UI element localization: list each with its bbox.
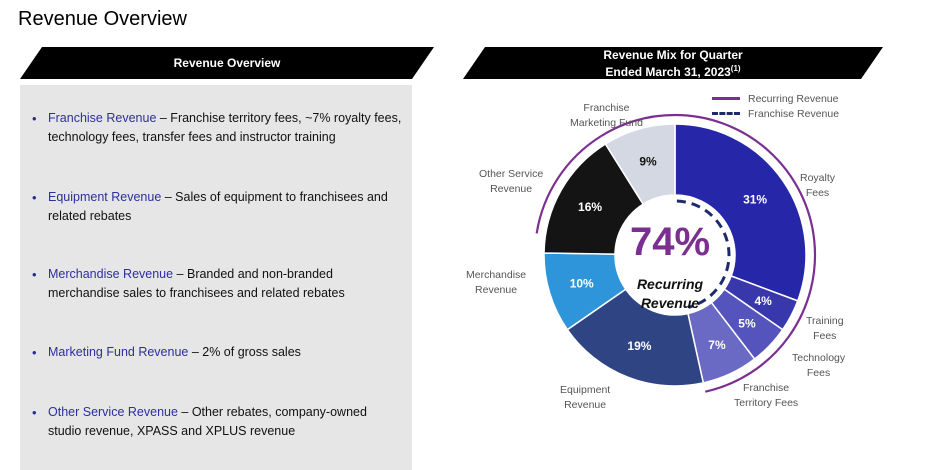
bullet-term: Equipment Revenue (48, 190, 162, 204)
bullet-icon: • (32, 267, 37, 282)
slice-value-label: 31% (743, 192, 767, 206)
slice-label-other-service-revenue: Other Service Revenue (479, 167, 543, 197)
label-line: Marketing Fund (570, 117, 643, 129)
revenue-overview-panel: • Franchise Revenue – Franchise territor… (20, 85, 412, 470)
slice-equipment-revenue (566, 288, 705, 387)
label-line: Fees (806, 367, 831, 379)
label-line: Franchise (583, 102, 630, 114)
label-line: Other Service (479, 168, 544, 180)
slice-value-label: 16% (578, 200, 602, 214)
slice-label-franchise-territory-fees: Franchise Territory Fees (734, 381, 798, 411)
label-line: Revenue (490, 183, 533, 195)
slice-label-merchandise-revenue: Merchandise Revenue (466, 268, 526, 298)
overview-header: Revenue Overview (20, 47, 434, 79)
recurring-revenue-value: 74% (629, 220, 711, 264)
label-line: Equipment (560, 384, 611, 396)
bullet-icon: • (32, 345, 37, 360)
bullet-icon: • (32, 111, 37, 126)
donut-chart: 31% 4% 5% 7% 19% 10% 16% 9% (535, 113, 817, 393)
legend-label: Recurring Revenue (748, 92, 839, 105)
chart-header: Revenue Mix for Quarter Ended March 31, … (463, 47, 883, 79)
label-line: Technology (792, 352, 846, 364)
label-line: Franchise (743, 382, 790, 394)
chart-legend: Recurring Revenue Franchise Revenue (712, 91, 839, 121)
bullet-term: Other Service Revenue (48, 405, 178, 419)
label-line: Fees (813, 330, 837, 342)
legend-dashed-line-icon (712, 112, 740, 115)
bullet-description: – Sales of equipment to franchisees and … (48, 190, 388, 223)
label-line: Training (806, 315, 844, 327)
slice-value-label: 19% (627, 339, 651, 353)
slice-value-label: 9% (639, 154, 657, 168)
bullet-item: • Merchandise Revenue – Branded and non-… (32, 265, 402, 303)
recurring-arc-part1 (600, 113, 676, 138)
label-line: Fees (805, 187, 830, 199)
bullet-icon: • (32, 405, 37, 420)
legend-item-recurring: Recurring Revenue (712, 91, 839, 106)
slice-royalty-fees (674, 123, 807, 302)
recurring-revenue-label: Recurring Revenue (636, 276, 704, 311)
bullet-term: Franchise Revenue (48, 111, 157, 125)
bullet-term: Marketing Fund Revenue (48, 345, 189, 359)
bullet-item: • Franchise Revenue – Franchise territor… (32, 109, 402, 147)
overview-header-text: Revenue Overview (173, 56, 281, 70)
chart-title-line1: Revenue Mix for Quarter (603, 47, 743, 62)
franchise-dashed-arc (676, 199, 731, 309)
bullet-item: • Equipment Revenue – Sales of equipment… (32, 188, 402, 226)
slice-label-royalty-fees: Royalty Fees (800, 171, 835, 201)
chart-title-line2: Ended March 31, 2023 (605, 64, 731, 79)
slice-label-training-fees: Training Fees (806, 314, 844, 344)
bullet-icon: • (32, 190, 37, 205)
legend-solid-line-icon (712, 97, 740, 100)
slice-value-label: 7% (708, 338, 726, 352)
label-line: Territory Fees (734, 397, 799, 409)
bullet-term: Merchandise Revenue (48, 267, 174, 281)
bullet-description: – 2% of gross sales (188, 345, 301, 359)
slice-label-technology-fees: Technology Fees (792, 351, 845, 381)
slice-value-label: 4% (754, 294, 772, 308)
bullet-item: • Marketing Fund Revenue – 2% of gross s… (32, 343, 402, 362)
bullet-item: • Other Service Revenue – Other rebates,… (32, 403, 402, 441)
slice-value-label: 10% (570, 276, 594, 290)
label-line: Revenue (475, 284, 518, 296)
page-title: Revenue Overview (18, 8, 187, 30)
label-line: Revenue (564, 399, 607, 411)
revenue-mix-chart: 31% 4% 5% 7% 19% 10% 16% 9% Recurring Revenue F… (440, 85, 900, 470)
legend-item-franchise: Franchise Revenue (712, 106, 839, 121)
bullet-description: – Branded and non-branded merchandise sa… (48, 267, 345, 300)
label-line: Merchandise (466, 269, 527, 281)
bullet-description: – Other rebates, company-owned studio re… (48, 405, 367, 438)
slice-value-label: 5% (738, 317, 756, 331)
slice-label-franchise-marketing-fund: Franchise Marketing Fund (570, 101, 643, 131)
legend-label: Franchise Revenue (748, 107, 840, 120)
recurring-arc-part2 (674, 113, 817, 393)
chart-title-footnote: (1) (730, 63, 741, 73)
label-line: Royalty (800, 172, 836, 184)
slice-franchise-marketing-fund (604, 123, 676, 206)
slice-label-equipment-revenue: Equipment Revenue (560, 383, 610, 413)
bullet-description: – Franchise territory fees, ~7% royalty … (48, 111, 402, 144)
recurring-arc-part3 (535, 135, 602, 234)
